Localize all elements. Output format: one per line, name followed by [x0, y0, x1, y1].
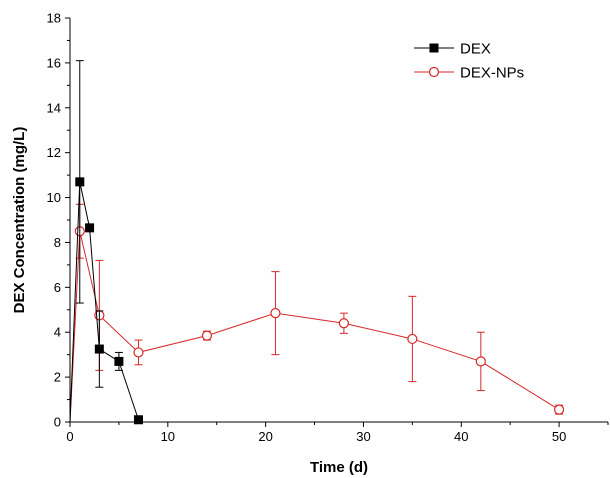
y-tick-label: 14 [47, 100, 61, 115]
plot-frame [69, 18, 608, 423]
legend-item-dex: DEX [414, 41, 491, 58]
data-point [553, 404, 565, 415]
legend-item-dex-nps: DEX-NPs [414, 65, 524, 82]
y-axis-ticks: 0 2 4 6 8 10 12 14 16 18 [47, 11, 70, 430]
x-tick-label: 40 [454, 429, 468, 444]
legend-label: DEX-NPs [460, 65, 524, 82]
series-dex-nps [69, 203, 565, 423]
y-tick-label: 16 [47, 55, 61, 70]
y-tick-label: 18 [47, 11, 61, 26]
data-point [475, 356, 486, 367]
data-point [114, 356, 124, 366]
y-tick-label: 6 [54, 280, 61, 295]
x-tick-label: 20 [258, 429, 272, 444]
series-line [69, 231, 560, 423]
legend-marker [428, 66, 440, 78]
y-tick-label: 12 [47, 145, 61, 160]
data-point [338, 318, 349, 329]
legend-label: DEX [460, 41, 491, 58]
legend: DEX DEX-NPs [414, 41, 524, 82]
y-axis-title: DEX Concentration (mg/L) [11, 127, 28, 314]
x-axis-ticks: 0 10 20 30 40 50 [66, 422, 609, 444]
x-tick-label: 10 [161, 429, 175, 444]
y-tick-label: 8 [54, 235, 61, 250]
legend-marker [429, 43, 439, 53]
x-tick-label: 0 [66, 429, 73, 444]
data-point [94, 344, 104, 354]
y-tick-label: 4 [54, 325, 61, 340]
data-point [201, 330, 213, 341]
series-layer [69, 60, 565, 425]
y-tick-label: 10 [47, 190, 61, 205]
y-tick-label: 0 [54, 415, 61, 430]
x-tick-label: 30 [356, 429, 370, 444]
data-point [85, 223, 95, 233]
data-point [133, 347, 144, 358]
series-dex [69, 60, 143, 425]
x-tick-label: 50 [552, 429, 566, 444]
data-point [75, 177, 85, 187]
data-point [407, 333, 418, 345]
x-axis-title: Time (d) [310, 459, 368, 476]
y-tick-label: 2 [54, 370, 61, 385]
series-line [69, 181, 139, 423]
data-point [270, 308, 281, 319]
data-point [133, 415, 143, 425]
